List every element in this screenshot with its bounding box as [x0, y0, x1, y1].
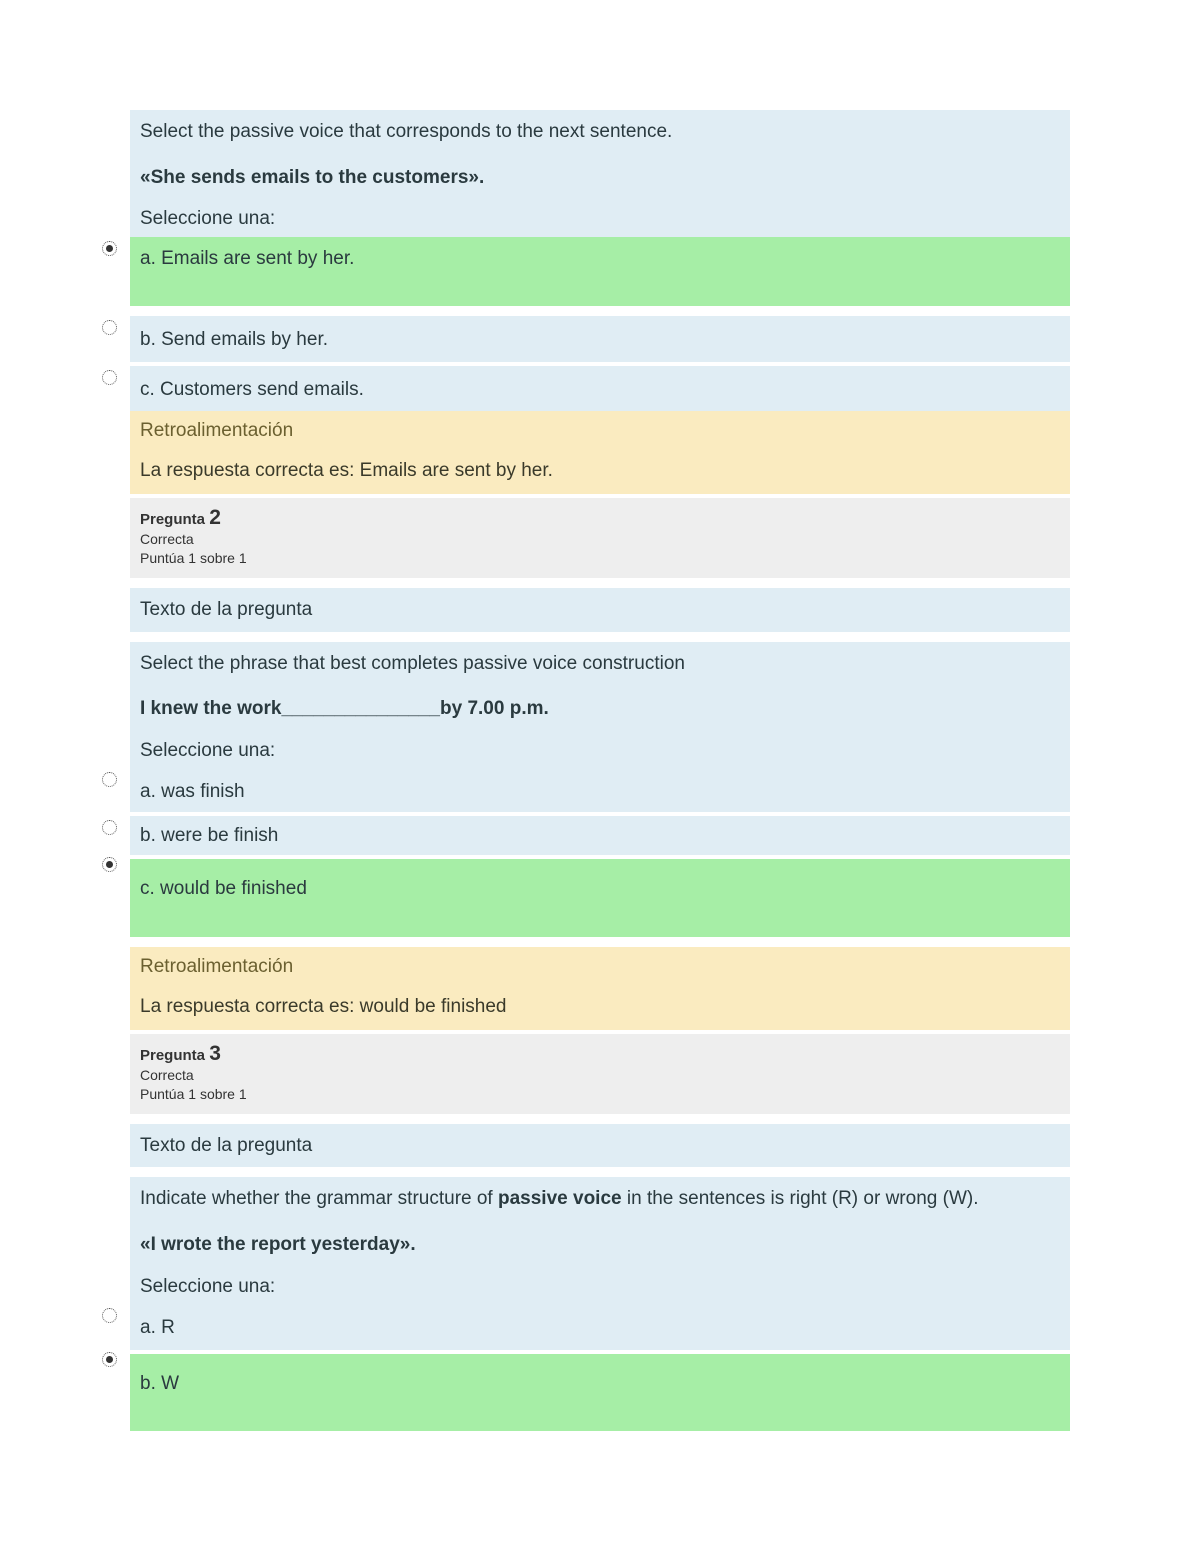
q3-option-a-label: a. R: [140, 1317, 175, 1338]
q2-prompt: Select the phrase that best completes pa…: [130, 642, 1070, 686]
pregunta-label: Pregunta: [140, 1047, 209, 1064]
q2-seleccione: Seleccione una:: [130, 733, 1070, 769]
q1-seleccione: Seleccione una:: [130, 201, 1070, 237]
q2-sentence: I knew the work_______________by 7.00 p.…: [130, 685, 1070, 733]
q3-option-b[interactable]: b. W: [130, 1354, 1070, 1432]
pregunta-label: Pregunta: [140, 511, 209, 528]
page: Select the passive voice that correspond…: [0, 0, 1200, 1553]
q3-score: Puntúa 1 sobre 1: [140, 1085, 1060, 1104]
q2-blank: _______________: [281, 698, 440, 719]
q1-option-b-label: b. Send emails by her.: [140, 329, 328, 350]
q3-sentence: «I wrote the report yesterday».: [130, 1221, 1070, 1269]
q1-feedback-title: Retroalimentación: [130, 411, 1070, 451]
q3-prompt-bold: passive voice: [498, 1188, 622, 1209]
radio-icon[interactable]: [102, 370, 117, 385]
q1-prompt: Select the passive voice that correspond…: [130, 110, 1070, 154]
q2-sentence-post: by 7.00 p.m.: [440, 698, 549, 719]
q3-header: Pregunta 3 Correcta Puntúa 1 sobre 1: [130, 1034, 1070, 1114]
q2-status: Correcta: [140, 530, 1060, 549]
radio-icon[interactable]: [102, 820, 117, 835]
q3-texto: Texto de la pregunta: [130, 1124, 1070, 1168]
pregunta-number: 3: [209, 1042, 221, 1065]
q2-score: Puntúa 1 sobre 1: [140, 549, 1060, 568]
q2-texto: Texto de la pregunta: [130, 588, 1070, 632]
q1-sentence: «She sends emails to the customers».: [130, 154, 1070, 202]
gap: [130, 1114, 1070, 1124]
radio-selected-icon[interactable]: [102, 1352, 117, 1367]
q2-option-a[interactable]: a. was finish: [130, 768, 1070, 812]
q1-option-b[interactable]: b. Send emails by her.: [130, 316, 1070, 362]
q3-option-a[interactable]: a. R: [130, 1304, 1070, 1350]
q2-sentence-pre: I knew the work: [140, 698, 281, 719]
quiz-content: Select the passive voice that correspond…: [130, 110, 1070, 1431]
radio-icon[interactable]: [102, 1308, 117, 1323]
q3-option-b-label: b. W: [140, 1373, 179, 1394]
radio-selected-icon[interactable]: [102, 241, 117, 256]
q1-option-c[interactable]: c. Customers send emails.: [130, 366, 1070, 412]
gap: [130, 937, 1070, 947]
radio-selected-icon[interactable]: [102, 857, 117, 872]
q2-option-c-label: c. would be finished: [140, 878, 307, 899]
q3-prompt-pre: Indicate whether the grammar structure o…: [140, 1188, 498, 1209]
q3-prompt-post: in the sentences is right (R) or wrong (…: [622, 1188, 979, 1209]
q3-status: Correcta: [140, 1066, 1060, 1085]
radio-icon[interactable]: [102, 772, 117, 787]
pregunta-number: 2: [209, 506, 221, 529]
q1-option-c-label: c. Customers send emails.: [140, 379, 364, 400]
q2-option-c[interactable]: c. would be finished: [130, 859, 1070, 937]
gap: [130, 578, 1070, 588]
q3-prompt: Indicate whether the grammar structure o…: [130, 1177, 1070, 1221]
q2-feedback-text: La respuesta correcta es: would be finis…: [130, 987, 1070, 1031]
q2-option-b[interactable]: b. were be finish: [130, 816, 1070, 856]
q2-option-b-label: b. were be finish: [140, 825, 278, 846]
q2-option-a-label: a. was finish: [140, 781, 245, 802]
q1-option-a[interactable]: a. Emails are sent by her.: [130, 237, 1070, 307]
q1-option-a-label: a. Emails are sent by her.: [140, 248, 354, 269]
q1-feedback-text: La respuesta correcta es: Emails are sen…: [130, 451, 1070, 495]
radio-icon[interactable]: [102, 320, 117, 335]
gap: [130, 306, 1070, 316]
q3-seleccione: Seleccione una:: [130, 1269, 1070, 1305]
q2-header: Pregunta 2 Correcta Puntúa 1 sobre 1: [130, 498, 1070, 578]
q2-feedback-title: Retroalimentación: [130, 947, 1070, 987]
